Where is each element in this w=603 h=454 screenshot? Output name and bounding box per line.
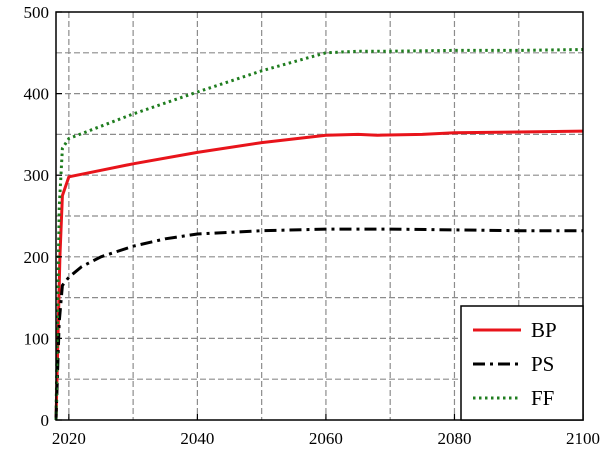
y-tick-label: 200 [24, 248, 50, 267]
x-tick-label: 2060 [309, 429, 343, 448]
legend-label-bp: BP [531, 318, 557, 342]
grid-lines [56, 12, 583, 420]
y-tick-label: 300 [24, 166, 50, 185]
x-tick-label: 2080 [437, 429, 471, 448]
series-line-ps [54, 227, 583, 421]
y-tick-label: 100 [24, 329, 50, 348]
y-tick-label: 500 [24, 3, 50, 22]
y-tick-label: 400 [24, 85, 50, 104]
legend: BP PS FF [460, 305, 584, 421]
series-lines [54, 48, 584, 421]
y-tick-label: 0 [41, 411, 50, 430]
legend-label-ff: FF [531, 386, 554, 410]
x-tick-label: 2100 [566, 429, 600, 448]
series-line-bp [54, 129, 584, 421]
x-tick-label: 2020 [52, 429, 86, 448]
series-line-ff [54, 48, 584, 421]
legend-label-ps: PS [531, 352, 554, 376]
plot-frame [55, 11, 584, 421]
x-tick-label: 2040 [180, 429, 214, 448]
